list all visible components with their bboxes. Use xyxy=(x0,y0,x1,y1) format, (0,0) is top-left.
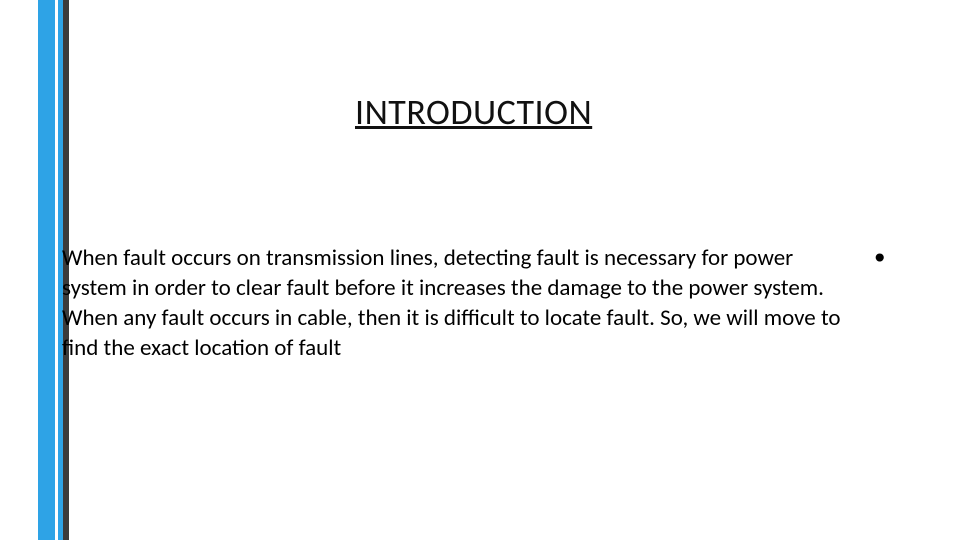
bullet-marker: • xyxy=(874,243,885,271)
slide-title: INTRODUCTION xyxy=(355,90,592,134)
accent-stripe-wide xyxy=(38,0,55,540)
slide-body-text: When fault occurs on transmission lines,… xyxy=(62,243,854,363)
slide: INTRODUCTION When fault occurs on transm… xyxy=(0,0,960,540)
